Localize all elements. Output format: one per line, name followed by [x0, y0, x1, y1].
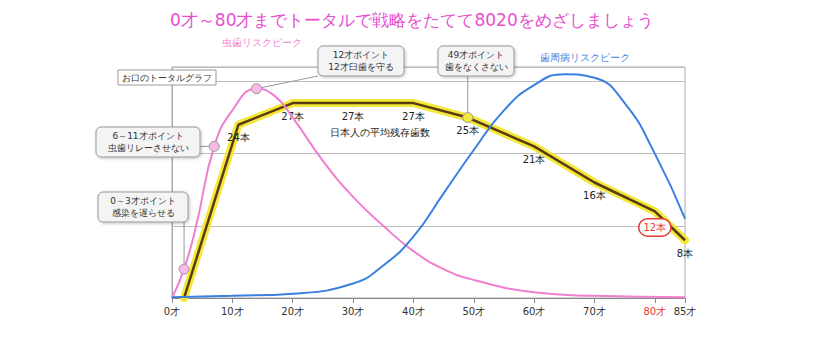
- svg-text:30才: 30才: [342, 306, 365, 317]
- svg-text:6～11才ポイント: 6～11才ポイント: [112, 131, 183, 141]
- svg-text:21本: 21本: [523, 154, 546, 165]
- svg-text:0才: 0才: [164, 306, 180, 317]
- svg-text:0～3才ポイント: 0～3才ポイント: [110, 196, 175, 206]
- svg-text:虫歯リスクピーク: 虫歯リスクピーク: [222, 37, 302, 48]
- svg-text:60才: 60才: [523, 306, 546, 317]
- svg-text:お口のトータルグラフ: お口のトータルグラフ: [122, 73, 212, 83]
- svg-text:感染を遅らせる: 感染を遅らせる: [112, 208, 175, 218]
- svg-text:20才: 20才: [281, 306, 304, 317]
- svg-text:虫歯リレーさせない: 虫歯リレーさせない: [108, 143, 189, 153]
- svg-text:50才: 50才: [462, 306, 485, 317]
- svg-text:0才～80才までトータルで戦略をたてて8020をめざしましょ: 0才～80才までトータルで戦略をたてて8020をめざしましょう: [170, 10, 654, 30]
- svg-text:日本人の平均残存歯数: 日本人の平均残存歯数: [330, 127, 430, 138]
- svg-text:40才: 40才: [402, 306, 425, 317]
- svg-text:24本: 24本: [227, 132, 250, 143]
- svg-text:12才臼歯を守る: 12才臼歯を守る: [328, 62, 393, 72]
- svg-text:12才ポイント: 12才ポイント: [333, 50, 389, 60]
- svg-text:25本: 25本: [456, 125, 479, 136]
- svg-text:8本: 8本: [677, 248, 693, 259]
- svg-text:80才: 80才: [643, 306, 666, 317]
- svg-text:27本: 27本: [342, 111, 365, 122]
- svg-text:歯周病リスクピーク: 歯周病リスクピーク: [540, 52, 630, 63]
- svg-text:16本: 16本: [583, 190, 606, 201]
- svg-text:27本: 27本: [402, 111, 425, 122]
- svg-text:70才: 70才: [583, 306, 606, 317]
- svg-text:85才: 85才: [674, 306, 697, 317]
- svg-text:12本: 12本: [643, 222, 666, 233]
- svg-text:歯をなくさない: 歯をなくさない: [445, 62, 508, 72]
- svg-text:49才ポイント: 49才ポイント: [448, 50, 504, 60]
- svg-text:27本: 27本: [281, 110, 305, 122]
- svg-text:10才: 10才: [221, 306, 244, 317]
